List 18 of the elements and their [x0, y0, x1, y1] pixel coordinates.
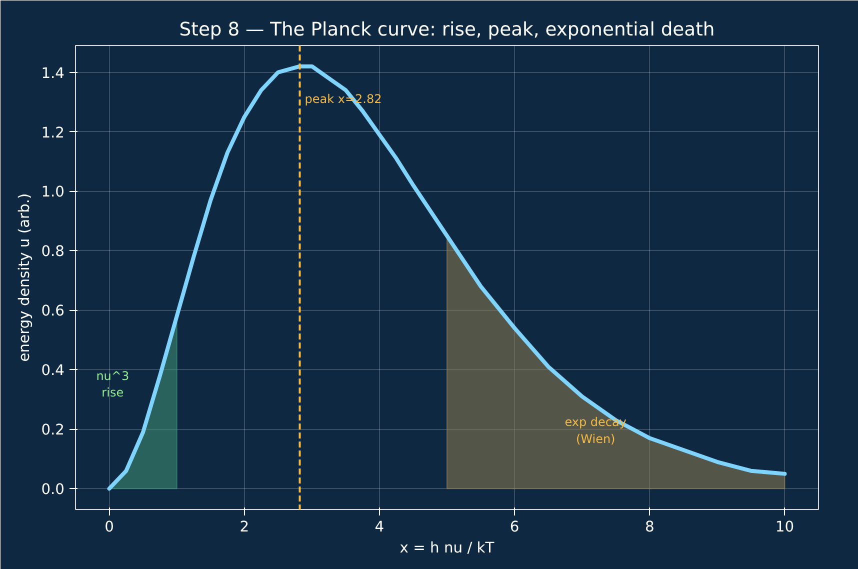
x-tick-label: 4 [374, 518, 384, 536]
y-tick-label: 1.4 [41, 64, 65, 82]
x-axis-title: x = h nu / kT [400, 540, 494, 556]
y-tick-label: 0.0 [41, 481, 65, 498]
y-tick-label: 0.2 [41, 422, 65, 439]
y-tick-label: 1.2 [41, 124, 65, 142]
y-tick-label: 0.4 [41, 362, 65, 380]
y-tick-label: 0.8 [41, 243, 65, 260]
x-tick-label: 2 [240, 518, 250, 536]
x-tick-label: 6 [510, 518, 520, 536]
chart-title: Step 8 — The Planck curve: rise, peak, exponential death [179, 20, 715, 40]
y-axis-title: energy density u (arb.) [16, 193, 34, 362]
annotation: nu^3 rise [96, 368, 130, 400]
x-tick-label: 0 [104, 518, 114, 536]
y-tick-label: 0.6 [41, 302, 65, 320]
x-tick-label: 10 [775, 518, 794, 536]
y-tick-label: 1.0 [41, 184, 65, 201]
x-tick-label: 8 [644, 518, 654, 536]
